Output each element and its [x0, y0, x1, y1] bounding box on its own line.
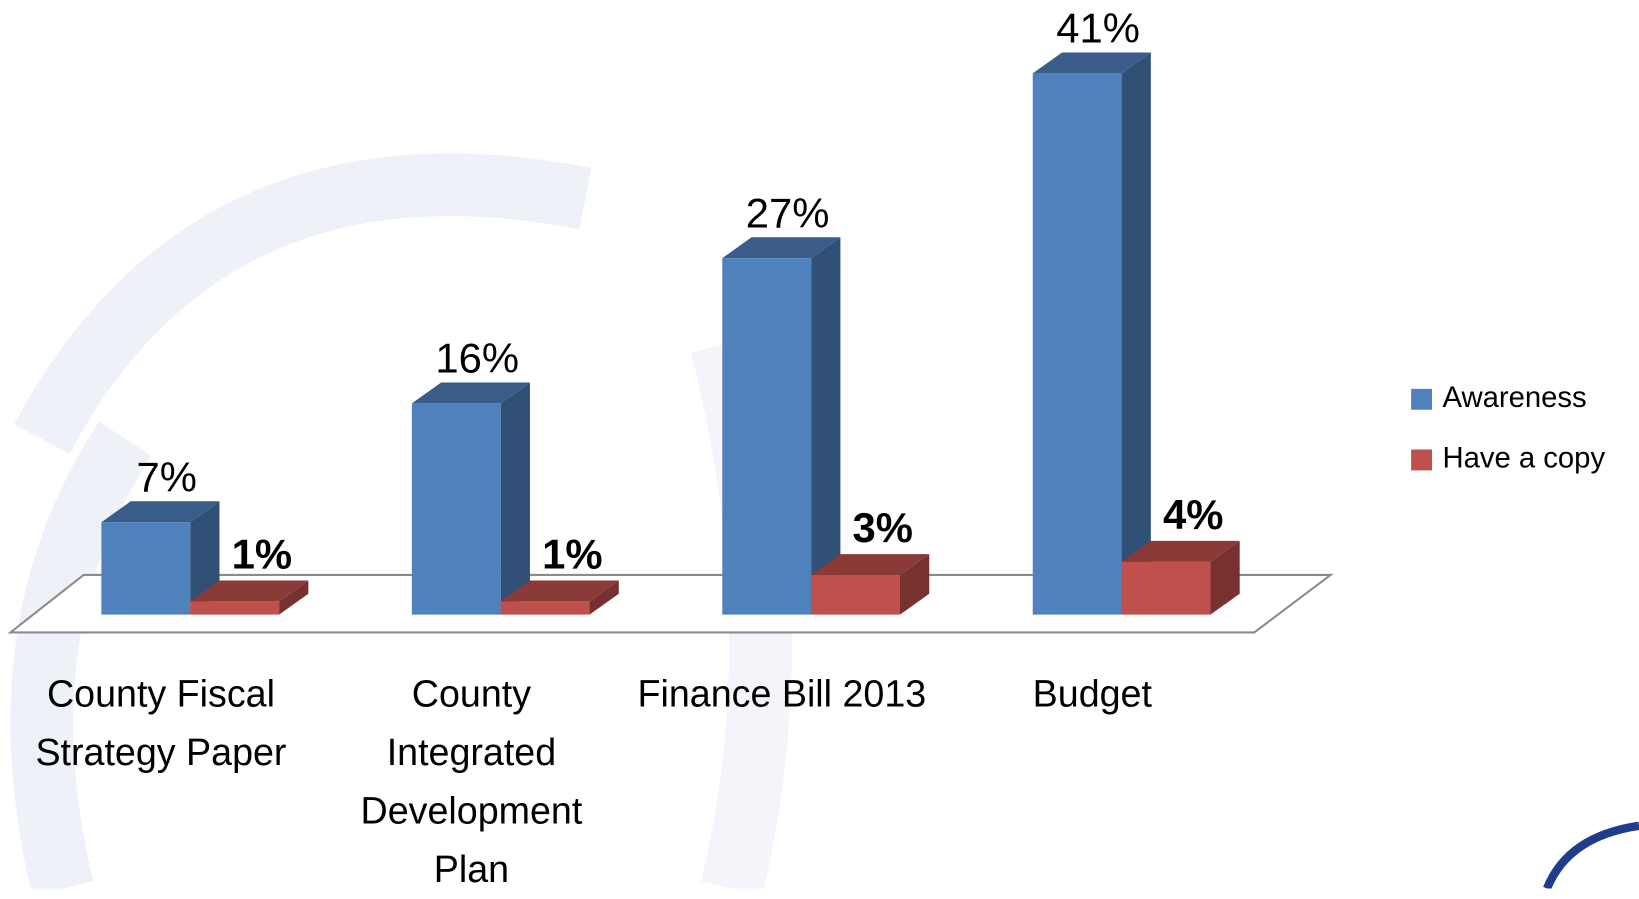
bar-top [722, 237, 841, 259]
bar-front [722, 258, 812, 615]
bar-side [1121, 52, 1151, 615]
bar-front [190, 601, 280, 615]
value-label: 3% [853, 504, 913, 551]
bar-top [1121, 540, 1240, 562]
bar-side [500, 382, 530, 615]
value-label: 1% [542, 531, 602, 578]
bar-side [899, 554, 930, 615]
bar-top [1032, 52, 1151, 74]
value-label: 41% [1056, 5, 1140, 52]
value-label: 1% [232, 531, 292, 578]
bar-front [101, 522, 191, 615]
legend-label: Have a copy [1442, 443, 1605, 475]
value-label: 7% [137, 453, 197, 500]
bar-top [500, 580, 619, 602]
bar-front [411, 403, 501, 615]
bar-front [811, 575, 900, 615]
floor [7, 573, 1334, 634]
x-tick-label: Budget [1032, 672, 1152, 715]
bar [1032, 52, 1151, 615]
legend-swatch [1411, 388, 1433, 410]
bar [1121, 540, 1240, 615]
bar [411, 382, 530, 615]
bar-top [811, 554, 930, 576]
bar [101, 501, 220, 615]
x-tick-label: Finance Bill 2013 [637, 672, 927, 715]
bar [500, 580, 619, 615]
logo [1543, 821, 1639, 889]
bar-top [411, 382, 530, 404]
bar-front [500, 601, 590, 615]
bar [190, 580, 309, 615]
bar-side [589, 580, 619, 615]
x-tick-label: County Integrated Development Plan [360, 672, 583, 891]
value-label: 16% [435, 335, 519, 382]
bar [722, 237, 841, 615]
x-tick-label: County Fiscal Strategy Paper [35, 672, 287, 774]
bar-side [279, 580, 309, 615]
legend-label: Awareness [1442, 382, 1586, 414]
bar-side [811, 237, 841, 615]
legend-swatch [1411, 449, 1433, 471]
bar-front [1032, 73, 1122, 615]
value-label: 4% [1163, 491, 1223, 538]
bar-side [1210, 540, 1240, 615]
bar-top [190, 580, 309, 602]
bar-front [1121, 561, 1211, 615]
bar-top [101, 501, 220, 523]
bar [811, 554, 930, 615]
value-label: 27% [746, 189, 830, 236]
